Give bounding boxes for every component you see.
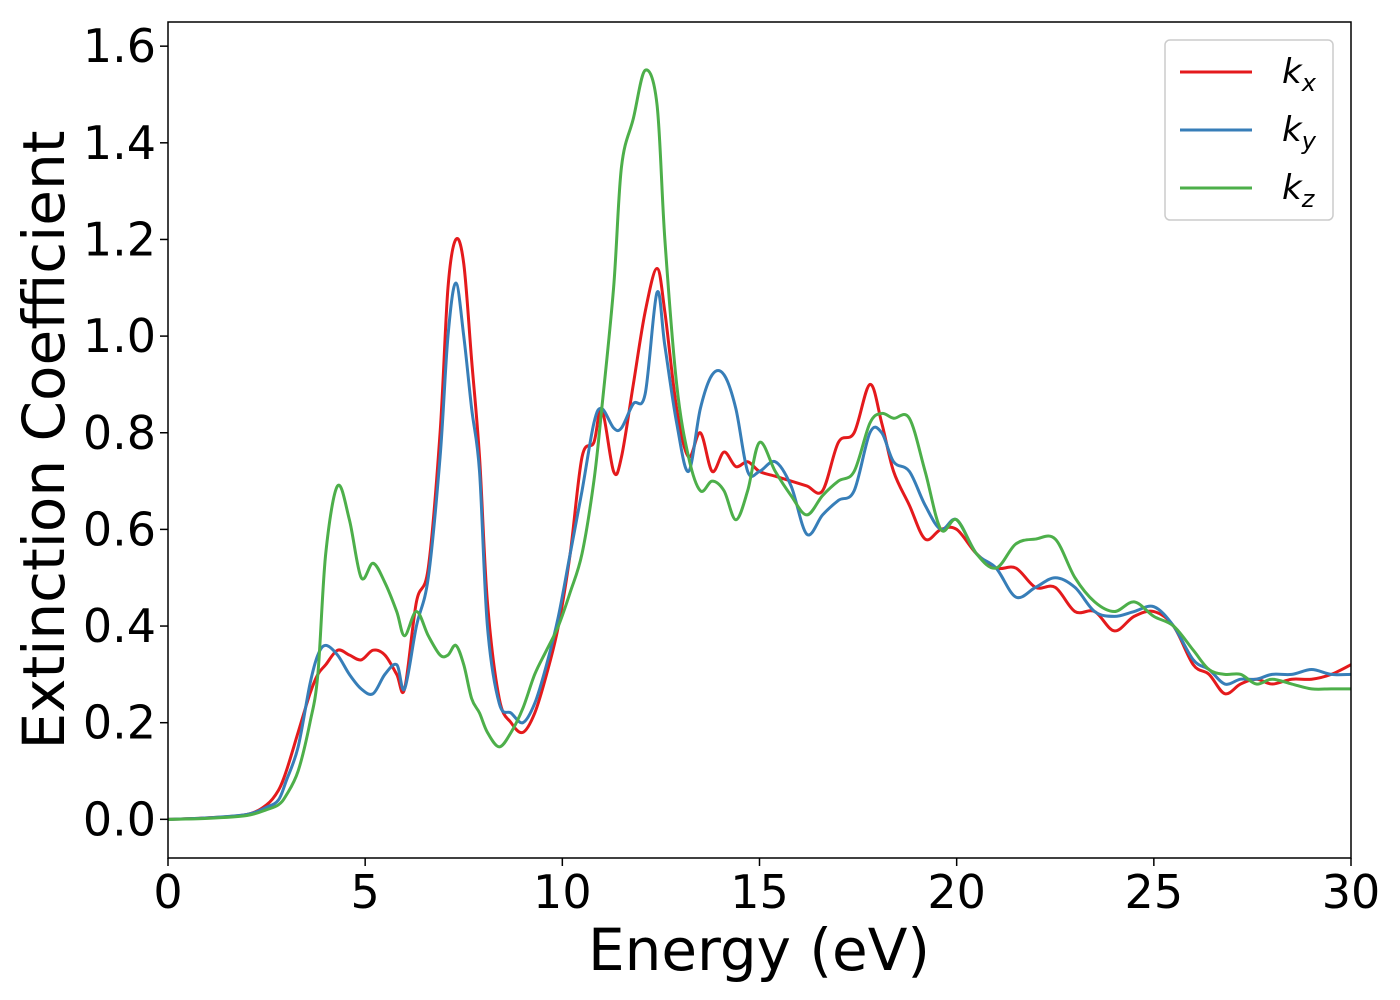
x-tick-label: 15	[730, 865, 789, 919]
x-tick-label: 5	[351, 865, 380, 919]
legend-label-main: k	[1282, 110, 1303, 150]
y-tick-label: 0.6	[83, 502, 156, 556]
legend-label-main: k	[1282, 168, 1303, 208]
legend-label-subscript: x	[1301, 69, 1317, 97]
series-line-k-x	[168, 237, 1351, 821]
x-axis-label: Energy (eV)	[588, 916, 930, 984]
x-tick-label: 30	[1322, 865, 1381, 919]
x-tick-label: 20	[927, 865, 986, 919]
legend-label-k-x: kx	[1282, 52, 1317, 97]
y-axis: 0.0 0.2 0.4 0.6 0.8 1.0 1.2 1.4 1.6	[83, 19, 168, 846]
x-tick-label: 0	[153, 865, 182, 919]
y-tick-label: 1.6	[83, 19, 156, 73]
legend-label-k-z: kz	[1282, 168, 1316, 213]
legend-label-main: k	[1282, 52, 1303, 92]
y-tick-label: 1.2	[83, 212, 156, 266]
y-tick-label: 0.2	[83, 696, 156, 750]
legend-label-subscript: z	[1301, 185, 1316, 213]
x-tick-label: 10	[533, 865, 592, 919]
y-tick-label: 1.4	[83, 116, 156, 170]
series-layer	[168, 68, 1351, 821]
legend-label-subscript: y	[1301, 127, 1317, 155]
legend-label-k-y: ky	[1282, 110, 1317, 155]
series-line-k-z	[168, 68, 1351, 821]
y-axis-label: Extinction Coefficient	[10, 131, 78, 750]
y-tick-label: 0.0	[83, 792, 156, 846]
x-axis: 0 5 10 15 20 25 30	[153, 858, 1380, 919]
y-tick-label: 0.4	[83, 599, 156, 653]
series-line-k-y	[168, 281, 1351, 821]
y-tick-label: 1.0	[83, 309, 156, 363]
x-tick-label: 25	[1125, 865, 1184, 919]
y-tick-label: 0.8	[83, 406, 156, 460]
